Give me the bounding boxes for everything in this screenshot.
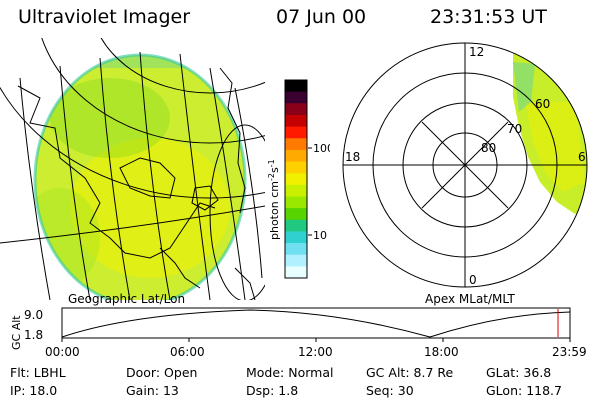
colorbar: 100 10 photon cm-2s-1 [267, 79, 330, 279]
time-tick-1: 06:00 [170, 345, 205, 359]
colorbar-swatch [285, 231, 307, 244]
timeline-tick-low: 1.8 [24, 328, 43, 342]
colorbar-swatch [285, 126, 307, 139]
colorbar-swatch [285, 184, 307, 197]
mlt-label-0: 0 [469, 273, 477, 287]
time-tick-0: 00:00 [45, 345, 80, 359]
colorbar-swatch [285, 219, 307, 232]
colorbar-swatch [285, 161, 307, 174]
colorbar-tick-100: 100 [313, 142, 330, 155]
colorbar-frame [284, 79, 308, 279]
time-tick-2: 12:00 [298, 345, 333, 359]
colorbar-swatch [285, 208, 307, 221]
coastlines [17, 67, 246, 289]
colorbar-swatch [285, 173, 307, 186]
apex-caption: Apex MLat/MLT [425, 292, 515, 306]
colorbar-swatch [285, 254, 307, 267]
timeline-tick-high: 9.0 [24, 308, 43, 322]
colorbar-swatch [285, 149, 307, 163]
timeline-ylabel: GC Alt [10, 315, 23, 350]
colorbar-swatch [285, 138, 307, 151]
timeline-frame [61, 307, 571, 339]
colorbar-swatch [285, 266, 307, 279]
colorbar-swatch [285, 91, 307, 104]
polar-mlt-plot: 12 18 6 0 80 70 60 [342, 42, 588, 288]
ip-readout: IP: 18.0 [10, 383, 58, 398]
coastline-south [234, 267, 256, 300]
terminator-line [209, 124, 265, 300]
colorbar-unit-label: photon cm-2s-1 [267, 159, 281, 240]
colorbar-swatch [285, 243, 307, 256]
flt-readout: Flt: LBHL [10, 365, 66, 380]
time-readout: 23:31:53 UT [430, 6, 547, 28]
mlt-label-18: 18 [345, 150, 360, 164]
colorbar-swatch [285, 80, 307, 93]
mode-readout: Mode: Normal [246, 365, 334, 380]
altitude-curve [61, 309, 571, 338]
gain-readout: Gain: 13 [126, 383, 179, 398]
colorbar-tick-10: 10 [313, 229, 327, 242]
gc-alt-readout: GC Alt: 8.7 Re [366, 365, 454, 380]
door-readout: Door: Open [126, 365, 198, 380]
geographic-map [0, 38, 265, 300]
dsp-readout: Dsp: 1.8 [246, 383, 299, 398]
time-tick-3: 18:00 [424, 345, 459, 359]
mlat-label-70: 70 [507, 122, 522, 136]
date-readout: 07 Jun 00 [276, 6, 367, 28]
colorbar-swatch [285, 114, 307, 128]
longitude-lines [19, 51, 263, 300]
mlat-label-80: 80 [481, 141, 496, 155]
app-title: Ultraviolet Imager [18, 6, 191, 28]
colorbar-swatch [285, 196, 307, 209]
time-tick-4: 23:59 [552, 345, 587, 359]
geographic-caption: Geographic Lat/Lon [68, 292, 186, 306]
mlat-label-60: 60 [535, 97, 550, 111]
glon-readout: GLon: 118.7 [486, 383, 562, 398]
mlt-label-6: 6 [578, 150, 586, 164]
mlt-label-12: 12 [469, 45, 484, 59]
glat-readout: GLat: 36.8 [486, 365, 552, 380]
colorbar-swatch [285, 103, 307, 116]
seq-readout: Seq: 30 [366, 383, 414, 398]
gc-altitude-timeline: GC Alt 9.0 1.8 00:00 06:00 12:00 18:00 2… [10, 307, 587, 359]
polar-grid [342, 42, 588, 288]
